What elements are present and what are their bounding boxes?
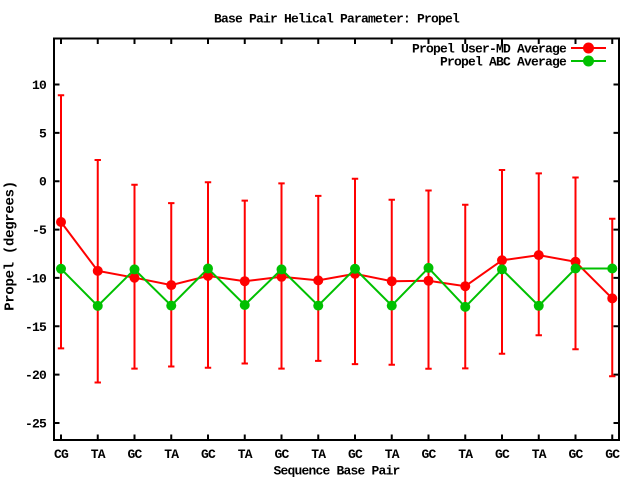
svg-text:GC: GC — [421, 447, 436, 462]
svg-text:10: 10 — [32, 78, 47, 93]
svg-text:0: 0 — [39, 175, 47, 190]
svg-text:-5: -5 — [32, 223, 47, 238]
svg-text:Sequence Base Pair: Sequence Base Pair — [273, 464, 399, 479]
svg-text:GC: GC — [605, 447, 620, 462]
svg-text:5: 5 — [39, 126, 47, 141]
svg-text:GC: GC — [201, 447, 216, 462]
svg-text:Base Pair Helical Parameter: P: Base Pair Helical Parameter: Propel — [214, 12, 460, 27]
svg-text:CG: CG — [54, 447, 69, 462]
svg-text:Propel User-MD Average: Propel User-MD Average — [412, 42, 567, 57]
svg-text:GC: GC — [348, 447, 363, 462]
svg-text:-15: -15 — [25, 320, 47, 335]
svg-text:-20: -20 — [25, 368, 47, 383]
svg-text:GC: GC — [568, 447, 583, 462]
svg-text:TA: TA — [458, 447, 473, 462]
svg-text:TA: TA — [238, 447, 253, 462]
svg-text:GC: GC — [274, 447, 289, 462]
svg-text:GC: GC — [127, 447, 142, 462]
svg-text:GC: GC — [495, 447, 510, 462]
svg-text:Propel ABC Average: Propel ABC Average — [440, 55, 567, 70]
svg-text:-25: -25 — [25, 417, 47, 432]
svg-text:-10: -10 — [25, 271, 47, 286]
svg-text:TA: TA — [164, 447, 179, 462]
svg-text:Propel (degrees): Propel (degrees) — [3, 181, 19, 311]
svg-text:TA: TA — [385, 447, 400, 462]
svg-text:TA: TA — [311, 447, 326, 462]
svg-text:TA: TA — [91, 447, 106, 462]
svg-text:TA: TA — [532, 447, 547, 462]
